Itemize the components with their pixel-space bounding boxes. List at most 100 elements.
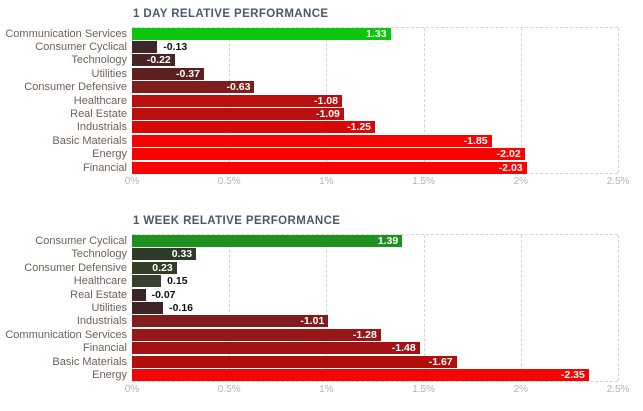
performance-bar[interactable]: -0.22 bbox=[132, 54, 175, 67]
performance-bar[interactable]: -1.09 bbox=[132, 108, 344, 121]
bar-track: -1.08 bbox=[132, 94, 618, 107]
value-label: -0.16 bbox=[169, 301, 194, 314]
bar-row: Consumer Defensive -0.63 bbox=[0, 81, 618, 94]
bar-row: Healthcare -1.08 bbox=[0, 94, 618, 107]
performance-bar[interactable]: 0.33 bbox=[132, 248, 197, 261]
x-axis-1week: 0% 0.5% 1% 1.5% 2% 2.5% bbox=[125, 382, 630, 398]
gridline bbox=[618, 28, 619, 174]
plot-area-1week: Consumer Cyclical 1.39 Technology 0.33 Consu… bbox=[0, 234, 619, 382]
bar-track: -0.37 bbox=[132, 67, 618, 80]
chart-title-1week: 1 WEEK RELATIVE PERFORMANCE bbox=[133, 215, 341, 228]
bar-row: Communication Services 1.33 bbox=[0, 27, 618, 40]
category-label: Communication Services bbox=[5, 27, 127, 40]
category-label: Energy bbox=[92, 368, 127, 381]
category-label: Consumer Defensive bbox=[24, 81, 127, 94]
bar-track: -0.13 bbox=[132, 41, 618, 54]
category-label: Energy bbox=[92, 148, 127, 161]
bar-track: -2.02 bbox=[132, 148, 618, 161]
value-label: -1.28 bbox=[352, 328, 377, 341]
value-label: -1.08 bbox=[314, 94, 338, 107]
performance-bar[interactable]: 1.33 bbox=[132, 27, 391, 40]
chart-title-1day: 1 DAY RELATIVE PERFORMANCE bbox=[133, 8, 329, 20]
category-label: Consumer Defensive bbox=[24, 261, 127, 274]
performance-bar[interactable] bbox=[132, 301, 164, 314]
category-label: Technology bbox=[71, 54, 127, 67]
performance-bar[interactable]: -1.08 bbox=[132, 94, 342, 107]
axis-tick-label: 0.5% bbox=[217, 176, 241, 188]
value-label: -0.22 bbox=[146, 54, 171, 67]
bar-row: Industrials -1.25 bbox=[0, 121, 618, 134]
performance-bar[interactable] bbox=[132, 275, 162, 288]
bar-row: Financial -2.03 bbox=[0, 161, 618, 174]
category-label: Basic Materials bbox=[52, 355, 127, 368]
bar-rows: Consumer Cyclical 1.39 Technology 0.33 Consu… bbox=[0, 234, 618, 381]
axis-tick-label: 1% bbox=[319, 176, 334, 188]
bar-row: Energy -2.02 bbox=[0, 148, 618, 161]
axis-tick-label: 1% bbox=[319, 383, 334, 395]
value-label: -1.09 bbox=[315, 108, 340, 121]
bar-track: -0.22 bbox=[132, 54, 618, 67]
one-day-performance-chart: 1 DAY RELATIVE PERFORMANCE Communication… bbox=[0, 0, 630, 190]
value-label: -2.02 bbox=[496, 148, 521, 161]
category-label: Consumer Cyclical bbox=[35, 41, 127, 54]
category-label: Utilities bbox=[91, 67, 127, 80]
performance-bar[interactable] bbox=[132, 41, 158, 54]
axis-tick-label: 0% bbox=[124, 383, 140, 395]
bar-track: 1.39 bbox=[132, 234, 618, 247]
value-label: 0.15 bbox=[167, 275, 188, 288]
axis-tick-label: 2.5% bbox=[606, 176, 630, 188]
category-label: Industrials bbox=[76, 315, 127, 328]
performance-bar[interactable]: -1.28 bbox=[132, 328, 381, 341]
bar-track: -1.01 bbox=[132, 315, 618, 328]
bar-rows: Communication Services 1.33 Consumer Cycli… bbox=[0, 27, 618, 174]
bar-row: Financial -1.48 bbox=[0, 341, 618, 355]
bar-row: Basic Materials -1.67 bbox=[0, 355, 618, 368]
bar-track: -1.48 bbox=[132, 342, 618, 355]
performance-bar[interactable]: -1.67 bbox=[132, 355, 457, 368]
category-label: Real Estate bbox=[70, 288, 127, 301]
value-label: -0.63 bbox=[226, 81, 251, 94]
bar-track: -1.28 bbox=[132, 328, 618, 341]
performance-bar[interactable]: -2.02 bbox=[132, 148, 525, 161]
bar-row: Consumer Defensive 0.23 bbox=[0, 261, 618, 274]
performance-bar[interactable]: -0.37 bbox=[132, 67, 204, 80]
performance-bar[interactable]: -1.25 bbox=[132, 121, 375, 134]
category-label: Healthcare bbox=[73, 94, 127, 107]
gridline bbox=[520, 28, 522, 174]
performance-bar[interactable]: -1.85 bbox=[132, 134, 492, 147]
bar-row: Consumer Cyclical 1.39 bbox=[0, 234, 618, 247]
bar-track: 0.33 bbox=[132, 248, 618, 261]
performance-bar[interactable]: 1.39 bbox=[132, 234, 403, 247]
performance-bar[interactable]: -2.03 bbox=[132, 161, 527, 174]
category-label: Financial bbox=[82, 161, 127, 174]
axis-tick-label: 1.5% bbox=[412, 176, 435, 188]
axis-tick-label: 0% bbox=[124, 176, 140, 188]
performance-bar[interactable]: -2.35 bbox=[132, 368, 589, 381]
performance-bar[interactable] bbox=[132, 288, 146, 301]
value-label: 0.23 bbox=[152, 261, 173, 274]
value-label: 1.33 bbox=[366, 27, 387, 40]
axis-tick-label: 2.5% bbox=[606, 383, 630, 395]
x-axis-1day: 0% 0.5% 1% 1.5% 2% 2.5% bbox=[125, 174, 630, 190]
bar-track: -0.07 bbox=[132, 288, 618, 301]
performance-bar[interactable]: -0.63 bbox=[132, 81, 255, 94]
bar-track: -0.63 bbox=[132, 81, 618, 94]
bar-track: -1.67 bbox=[132, 355, 618, 368]
bar-row: Healthcare 0.15 bbox=[0, 274, 618, 288]
plot-area-1day: Communication Services 1.33 Consumer Cycli… bbox=[0, 27, 619, 175]
gridline bbox=[423, 28, 425, 174]
axis-tick-label: 0.5% bbox=[217, 383, 241, 395]
performance-bar[interactable]: 0.23 bbox=[132, 261, 177, 274]
category-label: Consumer Cyclical bbox=[35, 234, 127, 247]
performance-bar[interactable]: -1.48 bbox=[132, 342, 420, 355]
performance-bar[interactable]: -1.01 bbox=[132, 315, 329, 328]
category-label: Financial bbox=[82, 342, 127, 355]
category-label: Healthcare bbox=[73, 275, 127, 288]
value-label: -1.01 bbox=[300, 315, 325, 328]
bar-row: Communication Services -1.28 bbox=[0, 328, 618, 341]
bar-track: -2.35 bbox=[132, 368, 618, 381]
value-label: -2.35 bbox=[560, 368, 585, 381]
bar-track: 1.33 bbox=[132, 27, 618, 40]
category-label: Basic Materials bbox=[52, 134, 127, 147]
